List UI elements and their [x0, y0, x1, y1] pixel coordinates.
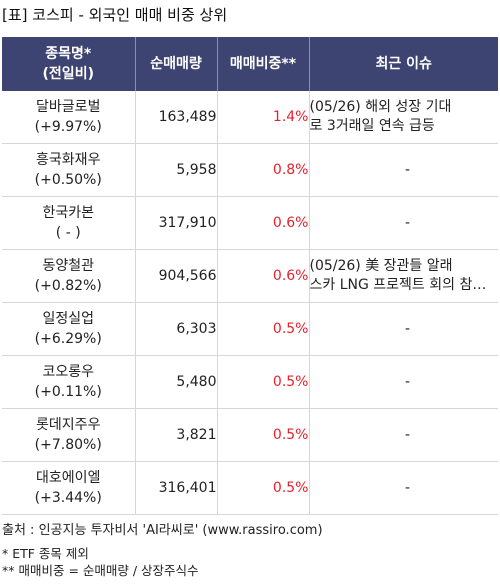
stock-name: 롯데지주우 — [36, 417, 101, 433]
footnotes: * ETF 종목 제외 ** 매매비중 = 순매매량 / 상장주식수 — [2, 545, 199, 579]
recent-issue: (05/26) 美 장관들 알래 스카 LNG 프로젝트 회의 참… — [309, 249, 498, 303]
trade-ratio: 0.5% — [217, 302, 310, 356]
header-name-line1: 종목명* — [45, 46, 92, 62]
table-title: [표] 코스피 - 외국인 매매 비중 상위 — [2, 6, 228, 24]
recent-issue: - — [309, 302, 498, 356]
issue-line1: (05/26) 美 장관들 알래 — [309, 258, 453, 274]
net-volume: 5,958 — [135, 143, 218, 197]
recent-issue: - — [309, 355, 498, 409]
stock-change: (+6.29%) — [34, 331, 102, 347]
recent-issue: (05/26) 해외 성장 기대 로 3거래일 연속 급등 — [309, 91, 498, 144]
stock-change: (+7.80%) — [34, 437, 102, 453]
trade-ratio: 0.5% — [217, 461, 310, 515]
net-volume: 317,910 — [135, 196, 218, 250]
issue-line2: 로 3거래일 연속 급등 — [309, 118, 435, 134]
stock-name: 코오롱우 — [42, 364, 95, 380]
recent-issue: - — [309, 143, 498, 197]
net-volume: 5,480 — [135, 355, 218, 409]
stock-name-cell: 동양철관 (+0.82%) — [2, 249, 136, 303]
stock-change: (+0.11%) — [34, 384, 102, 400]
issue-line2: 스카 LNG 프로젝트 회의 참… — [309, 277, 487, 293]
header-volume: 순매매량 — [135, 37, 218, 91]
trade-ratio: 0.5% — [217, 355, 310, 409]
recent-issue: - — [309, 196, 498, 250]
footnote-ratio-definition: ** 매매비중 = 순매매량 / 상장주식수 — [2, 563, 199, 578]
trade-ratio: 0.8% — [217, 143, 310, 197]
stock-change: (+9.97%) — [34, 119, 102, 135]
table-row: 코오롱우 (+0.11%) 5,480 0.5% - — [2, 355, 498, 409]
net-volume: 163,489 — [135, 91, 218, 144]
stock-change: (+0.50%) — [34, 172, 102, 188]
table-header-row: 종목명* (전일비) 순매매량 매매비중** 최근 이슈 — [2, 37, 498, 91]
stock-change: (+0.82%) — [34, 278, 102, 294]
stock-name-cell: 달바글로벌 (+9.97%) — [2, 91, 136, 144]
recent-issue: - — [309, 408, 498, 462]
header-ratio: 매매비중** — [217, 37, 310, 91]
stock-name-cell: 코오롱우 (+0.11%) — [2, 355, 136, 409]
net-volume: 316,401 — [135, 461, 218, 515]
net-volume: 6,303 — [135, 302, 218, 356]
stock-name-cell: 일정실업 (+6.29%) — [2, 302, 136, 356]
net-volume: 3,821 — [135, 408, 218, 462]
stock-name-cell: 한국카본 ( - ) — [2, 196, 136, 250]
table-row: 한국카본 ( - ) 317,910 0.6% - — [2, 196, 498, 250]
header-name-line2: (전일비) — [42, 66, 94, 82]
stock-change: ( - ) — [55, 225, 81, 241]
trade-ratio: 1.4% — [217, 91, 310, 144]
table-row: 달바글로벌 (+9.97%) 163,489 1.4% (05/26) 해외 성… — [2, 91, 498, 144]
table-row: 흥국화재우 (+0.50%) 5,958 0.8% - — [2, 143, 498, 197]
trade-ratio: 0.6% — [217, 196, 310, 250]
stock-name: 일정실업 — [42, 311, 95, 327]
issue-line1: (05/26) 해외 성장 기대 — [309, 99, 452, 115]
trade-ratio: 0.6% — [217, 249, 310, 303]
stock-name-cell: 롯데지주우 (+7.80%) — [2, 408, 136, 462]
stock-name: 한국카본 — [42, 205, 95, 221]
table-row: 롯데지주우 (+7.80%) 3,821 0.5% - — [2, 408, 498, 462]
footnote-etf: * ETF 종목 제외 — [2, 546, 89, 561]
stock-name-cell: 흥국화재우 (+0.50%) — [2, 143, 136, 197]
header-name: 종목명* (전일비) — [2, 37, 136, 91]
recent-issue: - — [309, 461, 498, 515]
stock-name: 동양철관 — [42, 258, 95, 274]
header-issue: 최근 이슈 — [309, 37, 498, 91]
stock-name: 달바글로벌 — [36, 99, 101, 115]
stock-name-cell: 대호에이엘 (+3.44%) — [2, 461, 136, 515]
table-row: 대호에이엘 (+3.44%) 316,401 0.5% - — [2, 461, 498, 515]
stock-name: 흥국화재우 — [36, 152, 101, 168]
stock-change: (+3.44%) — [34, 490, 102, 506]
stock-name: 대호에이엘 — [36, 470, 101, 486]
table-row: 일정실업 (+6.29%) 6,303 0.5% - — [2, 302, 498, 356]
net-volume: 904,566 — [135, 249, 218, 303]
trade-ratio: 0.5% — [217, 408, 310, 462]
source-note: 출처 : 인공지능 투자비서 'AI라씨로' (www.rassiro.com) — [2, 523, 323, 538]
table-row: 동양철관 (+0.82%) 904,566 0.6% (05/26) 美 장관들… — [2, 249, 498, 303]
foreign-trading-table: 종목명* (전일비) 순매매량 매매비중** 최근 이슈 달바글로벌 (+9.9… — [2, 37, 498, 515]
